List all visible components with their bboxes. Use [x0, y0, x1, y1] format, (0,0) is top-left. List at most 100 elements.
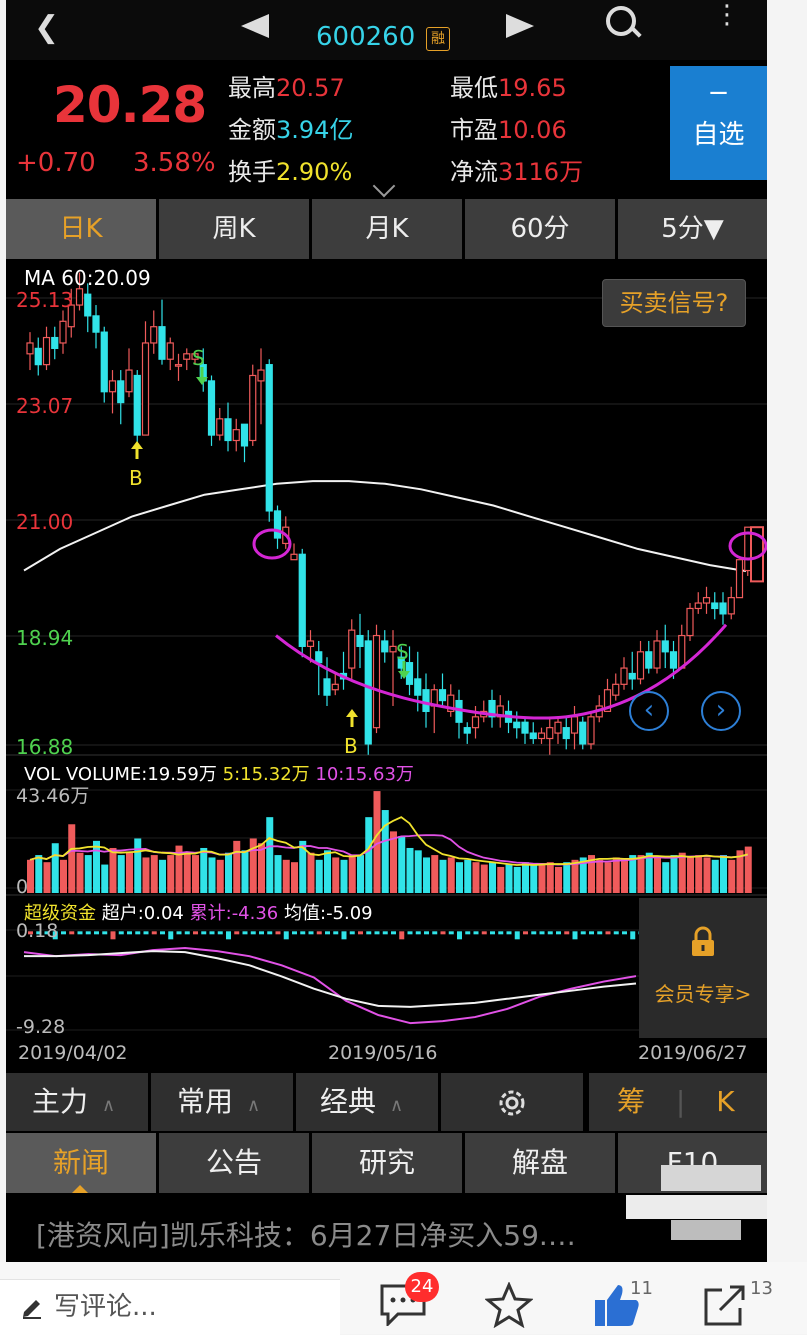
volume-bar	[101, 864, 109, 893]
volume-bar	[398, 836, 406, 893]
candle-body	[488, 699, 496, 718]
fund-tick	[382, 931, 388, 935]
news-tabs: 新闻 公告 研究 解盘 F10	[6, 1133, 767, 1193]
tab-60min[interactable]: 60分	[465, 199, 615, 259]
chips-k-toggle[interactable]: 筹 | K	[589, 1073, 767, 1131]
candle-body	[59, 320, 67, 344]
search-icon[interactable]	[606, 6, 636, 36]
candle-body	[653, 640, 661, 669]
volume-bar	[744, 846, 752, 893]
volume-bar	[687, 857, 694, 893]
candle-body	[686, 607, 694, 637]
fund-tick	[556, 931, 561, 935]
fund-axis-bottom: -9.28	[16, 1016, 66, 1038]
chart-next-button[interactable]: ›	[701, 691, 741, 731]
volume-bar	[456, 862, 463, 893]
tab-5min-dropdown[interactable]: 5分▼	[618, 199, 767, 259]
trend-line	[275, 623, 728, 720]
volume-bar	[109, 847, 117, 893]
tab-daily-k[interactable]: 日K	[6, 199, 156, 259]
fund-tick	[630, 931, 636, 940]
main-indicator-button[interactable]: 主力 ∧	[6, 1073, 148, 1131]
volume-bar	[340, 859, 348, 893]
fund-tick	[292, 931, 297, 935]
fund-tick	[539, 931, 545, 935]
fund-tick	[366, 931, 372, 935]
fund-tick	[415, 931, 421, 935]
volume-bar	[134, 838, 142, 893]
add-watchlist-button[interactable]: − 自选	[670, 66, 767, 180]
news-headline[interactable]: [港资风向]凯乐科技：6月27日净买入59.…	[36, 1219, 576, 1252]
date-mid: 2019/05/16	[328, 1042, 438, 1064]
chart-prev-button[interactable]: ‹	[629, 691, 669, 731]
candle-body	[603, 689, 612, 713]
volume-bar	[736, 850, 744, 893]
tab-announcements[interactable]: 公告	[159, 1133, 309, 1193]
tab-research[interactable]: 研究	[312, 1133, 462, 1193]
tab-weekly-k[interactable]: 周K	[159, 199, 309, 259]
top-nav-bar: ❮ 600260 融 ⋮	[6, 0, 767, 60]
volume-bar	[126, 852, 133, 893]
kline-chart[interactable]	[6, 260, 767, 1072]
thumbs-up-icon[interactable]	[592, 1282, 642, 1328]
trade-signal-button[interactable]: 买卖信号?	[602, 279, 746, 327]
volume-bar	[406, 847, 414, 893]
fund-tick	[613, 931, 619, 935]
fund-tick	[316, 931, 322, 935]
share-icon[interactable]	[700, 1282, 748, 1328]
next-stock-icon[interactable]	[506, 14, 534, 38]
fund-tick	[217, 931, 223, 935]
fund-tick	[193, 931, 198, 935]
common-indicator-button[interactable]: 常用 ∧	[151, 1073, 293, 1131]
fund-tick	[36, 931, 42, 935]
volume-bar	[348, 855, 356, 893]
candle-body	[620, 667, 628, 685]
candle-body	[364, 640, 372, 745]
fund-tick	[52, 931, 58, 940]
tab-news[interactable]: 新闻	[6, 1133, 156, 1193]
fund-tick	[490, 931, 495, 935]
more-icon[interactable]: ⋮	[714, 0, 740, 30]
classic-indicator-button[interactable]: 经典 ∧	[296, 1073, 438, 1131]
chart-overlay	[131, 367, 767, 727]
volume-bar	[621, 859, 628, 893]
candle-body	[249, 374, 257, 442]
tab-monthly-k[interactable]: 月K	[312, 199, 462, 259]
signal-arrow-head	[346, 709, 358, 717]
volume-bar	[637, 855, 645, 893]
volume-bar	[513, 866, 521, 893]
candle-body	[42, 336, 51, 366]
tab-analysis[interactable]: 解盘	[465, 1133, 615, 1193]
volume-bar	[258, 843, 265, 893]
candle-body	[224, 418, 232, 442]
fund-tick	[407, 931, 413, 935]
candle-body	[216, 418, 224, 436]
fund-tick	[28, 931, 33, 935]
prev-stock-icon[interactable]	[241, 14, 269, 38]
member-exclusive-panel[interactable]: 会员专享>	[639, 898, 767, 1038]
signal-arrow-head	[196, 377, 208, 385]
expand-chevron-icon[interactable]	[372, 174, 396, 198]
fund-tick	[110, 931, 116, 940]
candle-body	[174, 364, 183, 367]
back-icon[interactable]: ❮	[34, 10, 60, 45]
super-fund-lines	[23, 931, 652, 1025]
candle-body	[183, 353, 191, 360]
watchlist-label: 自选	[692, 120, 745, 150]
volume-bar	[167, 855, 175, 893]
fund-tick	[242, 931, 248, 935]
star-icon[interactable]	[485, 1282, 533, 1328]
volume-bar	[332, 857, 340, 893]
settings-button[interactable]	[441, 1073, 583, 1131]
stock-code: 600260	[316, 22, 416, 52]
fund-avg-line	[24, 950, 637, 1008]
fund-tick	[572, 931, 578, 940]
candle-body	[694, 602, 702, 610]
volume-bar	[538, 864, 546, 893]
fund-tick	[44, 931, 50, 935]
fund-cum-line	[23, 947, 637, 1025]
candle-body	[587, 716, 595, 745]
comment-input[interactable]: 写评论...	[0, 1279, 340, 1335]
candle-body	[636, 651, 645, 680]
candle-body	[612, 683, 620, 696]
